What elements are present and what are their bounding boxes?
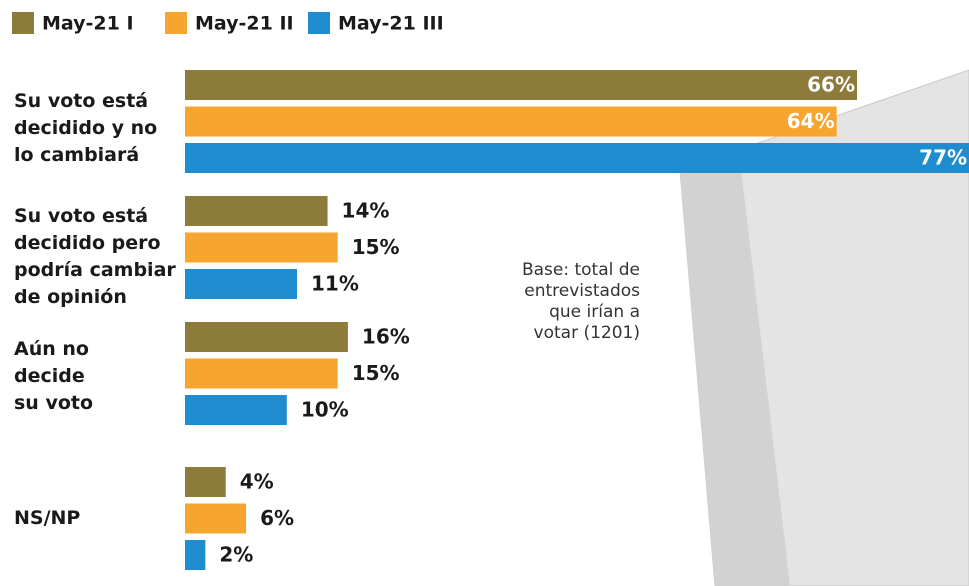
value-label: 66% bbox=[807, 73, 855, 97]
legend-label: May-21 III bbox=[338, 13, 444, 35]
value-label: 16% bbox=[362, 325, 410, 349]
legend-swatch bbox=[165, 12, 187, 34]
annotation: Base: total de entrevistados que irían a… bbox=[440, 260, 640, 344]
value-label: 15% bbox=[352, 235, 400, 259]
bar bbox=[185, 359, 338, 389]
category-label: NS/NP bbox=[14, 505, 80, 532]
bar bbox=[185, 233, 338, 263]
value-label: 15% bbox=[352, 361, 400, 385]
value-label: 14% bbox=[342, 199, 390, 223]
bar bbox=[185, 70, 857, 100]
bar bbox=[185, 269, 297, 299]
value-label: 77% bbox=[919, 146, 967, 170]
category-label: Aún no decide su voto bbox=[14, 336, 93, 417]
bar bbox=[185, 143, 969, 173]
legend-swatch bbox=[308, 12, 330, 34]
bar bbox=[185, 467, 226, 497]
value-label: 64% bbox=[787, 109, 835, 133]
value-label: 10% bbox=[301, 398, 349, 422]
legend-swatch bbox=[12, 12, 34, 34]
bar bbox=[185, 504, 246, 534]
value-label: 6% bbox=[260, 506, 294, 530]
chart: May-21 I May-21 II May-21 III 66% 64% 77% 14% 1… bbox=[0, 0, 969, 586]
bar bbox=[185, 395, 287, 425]
category-label: Su voto está decidido y no lo cambiará bbox=[14, 88, 157, 169]
bar bbox=[185, 107, 837, 137]
legend-label: May-21 II bbox=[195, 13, 294, 35]
value-label: 4% bbox=[240, 470, 274, 494]
value-label: 2% bbox=[219, 543, 253, 567]
legend-label: May-21 I bbox=[42, 13, 134, 35]
bar bbox=[185, 322, 348, 352]
category-label: Su voto está decidido pero podría cambia… bbox=[14, 203, 176, 311]
bar bbox=[185, 540, 205, 570]
value-label: 11% bbox=[311, 272, 359, 296]
bar bbox=[185, 196, 328, 226]
